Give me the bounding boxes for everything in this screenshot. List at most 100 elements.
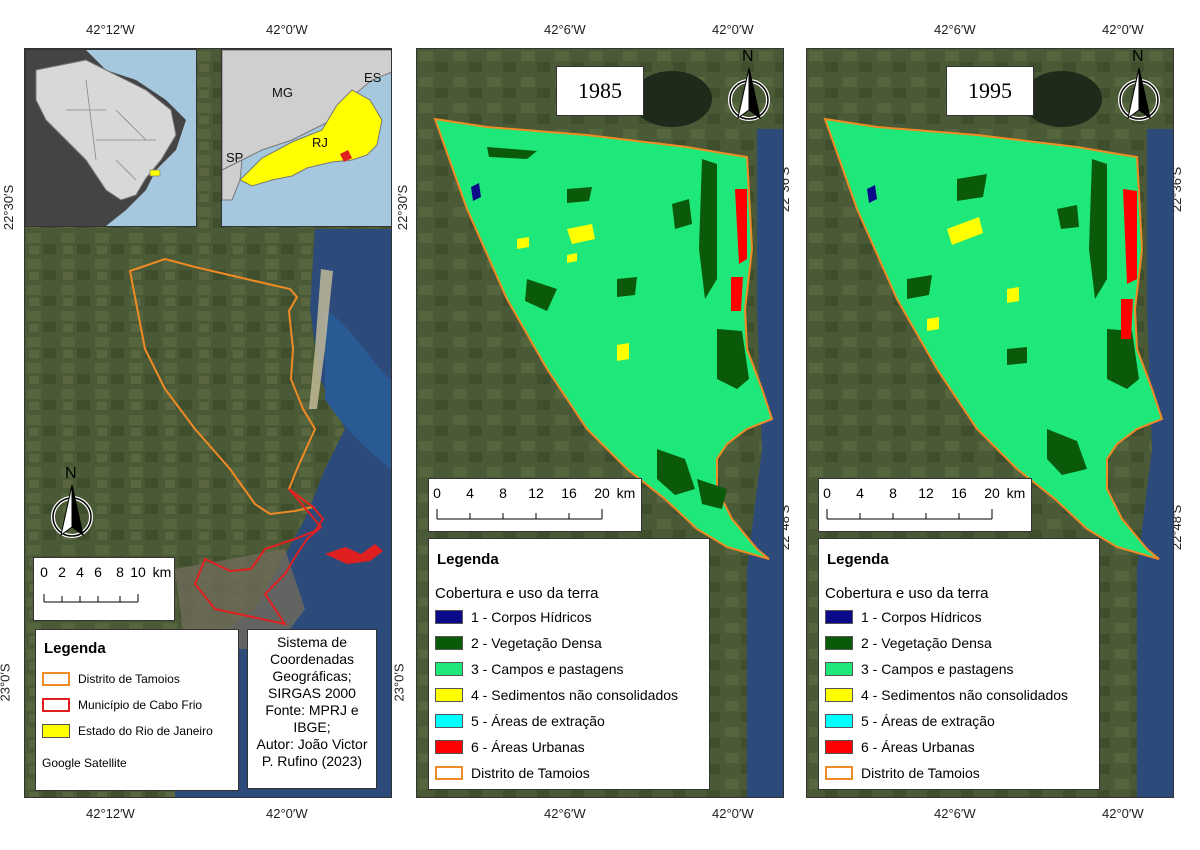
scale-unit-label: km [1006,485,1026,501]
legend-swatch [435,688,463,702]
legend-item-rio-state: Estado do Rio de Janeiro [42,724,213,738]
scale-tick-label: 0 [40,564,48,580]
legend-title: Legenda [44,640,106,657]
lon-label-top: 42°0′W [266,22,308,37]
lat-label-left: 23°0′S [0,663,13,702]
scale-tick-label: 20 [594,485,610,501]
legend-swatch [825,662,853,676]
legend-label: Estado do Rio de Janeiro [78,724,213,738]
scale-tick-label: 12 [528,485,544,501]
legend-title: Legenda [437,551,499,568]
scale-tick-label: 16 [951,485,967,501]
legend-swatch [435,740,463,754]
scale-unit-label: km [152,564,172,580]
legend-1985: Legenda Cobertura e uso da terra 1 - Cor… [428,538,710,790]
lat-label-right: 22°30′S [395,184,411,231]
legend-swatch [435,610,463,624]
legend-swatch [825,766,853,780]
inset-rio-de-janeiro: MG ES RJ SP [221,49,391,227]
info-box: Sistema de Coordenadas Geográficas; SIRG… [247,629,377,789]
scale-unit-label: km [616,485,636,501]
legend-label: 6 - Áreas Urbanas [471,739,585,755]
basemap-label: Google Satellite [42,756,127,770]
legend-label: Distrito de Tamoios [861,765,980,781]
legend-item: 5 - Áreas de extração [435,713,605,729]
legend-label: 4 - Sedimentos não consolidados [861,687,1069,703]
north-arrow: N [47,465,97,545]
north-arrow: N [724,46,774,128]
scale-bar-left: 0 2 4 6 8 10 km [33,557,175,621]
scale-tick-label: 8 [889,485,897,501]
info-line: Fonte: MPRJ e [265,702,359,718]
legend-item: 2 - Vegetação Densa [435,635,602,651]
legend-swatch [42,698,70,712]
legend-item: 3 - Campos e pastagens [825,661,1014,677]
scale-bar-1985: 0 4 8 12 16 20 km [428,478,642,532]
scale-tick-label: 0 [433,485,441,501]
scale-tick-label: 12 [918,485,934,501]
inset-south-america [25,49,197,227]
north-label: N [742,48,754,65]
scale-tick-label: 4 [856,485,864,501]
legend-item-tamoios: Distrito de Tamoios [42,672,180,686]
legend-swatch [825,610,853,624]
scale-tick-label: 20 [984,485,1000,501]
scale-tick-label: 16 [561,485,577,501]
legend-label: 2 - Vegetação Densa [861,635,992,651]
info-line: Geográficas; [272,668,352,684]
legend-label: 6 - Áreas Urbanas [861,739,975,755]
info-line: Sistema de [276,634,348,650]
scale-tick-label: 8 [499,485,507,501]
lon-label-top: 42°12′W [86,22,135,37]
info-line: IBGE; [293,719,331,735]
lon-label-bottom: 42°0′W [1102,806,1144,821]
legend-label: Município de Cabo Frio [78,698,203,712]
legend-title: Legenda [827,551,889,568]
lat-label-right: 23°0′S [391,663,407,702]
legend-label: 3 - Campos e pastagens [471,661,624,677]
lon-label-bottom: 42°0′W [712,806,754,821]
legend-label: Distrito de Tamoios [471,765,590,781]
north-arrow-icon [728,67,770,121]
north-label: N [1132,48,1144,65]
scale-tick-label: 4 [466,485,474,501]
legend-item: 4 - Sedimentos não consolidados [825,687,1068,703]
info-line: SIRGAS 2000 [268,685,356,701]
legend-label: 1 - Corpos Hídricos [471,609,592,625]
scale-tick-label: 0 [823,485,831,501]
legend-swatch [825,688,853,702]
lon-label-top: 42°6′W [934,22,976,37]
legend-label: 5 - Áreas de extração [471,713,605,729]
year-label-1985: 1985 [556,66,644,116]
year-label-1995: 1995 [946,66,1034,116]
legend-swatch [435,662,463,676]
legend-swatch [435,766,463,780]
state-label-rj: RJ [312,135,328,150]
legend-swatch [42,724,70,738]
legend-subtitle: Cobertura e uso da terra [825,585,989,602]
lon-label-bottom: 42°12′W [86,806,135,821]
scale-tick-label: 2 [58,564,66,580]
legend-swatch [435,636,463,650]
lon-label-bottom: 42°6′W [544,806,586,821]
legend-swatch [435,714,463,728]
location-map-panel: MG ES RJ SP N 0 2 4 6 8 10 km [24,48,392,798]
scale-tick-label: 8 [116,564,124,580]
info-line: P. Rufino (2023) [261,753,363,769]
legend-label: 2 - Vegetação Densa [471,635,602,651]
north-arrow: N [1114,46,1164,128]
legend-item: 4 - Sedimentos não consolidados [435,687,678,703]
legend-1995: Legenda Cobertura e uso da terra 1 - Cor… [818,538,1100,790]
lon-label-bottom: 42°0′W [266,806,308,821]
legend-label: 3 - Campos e pastagens [861,661,1014,677]
legend-item: 6 - Áreas Urbanas [825,739,975,755]
scale-tick-label: 4 [76,564,84,580]
legend-item: 5 - Áreas de extração [825,713,995,729]
legend-item: Distrito de Tamoios [435,765,590,781]
lon-label-top: 42°0′W [1102,22,1144,37]
legend-swatch [42,672,70,686]
lon-label-top: 42°6′W [544,22,586,37]
legend-item-cabo-frio: Município de Cabo Frio [42,698,202,712]
north-arrow-icon [51,484,93,538]
info-line: Coordenadas [269,651,355,667]
